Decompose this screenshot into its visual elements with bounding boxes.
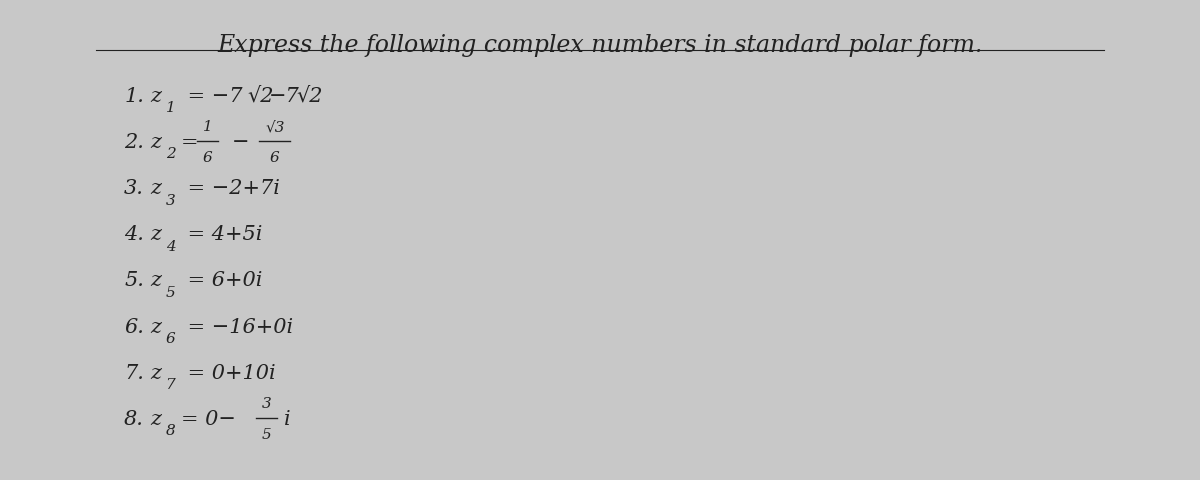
Text: = −2+7i: = −2+7i xyxy=(181,179,280,198)
Text: z: z xyxy=(150,271,161,290)
Text: 2: 2 xyxy=(166,147,175,161)
Text: −7: −7 xyxy=(269,86,300,106)
Text: 1: 1 xyxy=(166,101,175,115)
Text: 6: 6 xyxy=(166,331,175,346)
Text: 6: 6 xyxy=(203,150,212,165)
Text: z: z xyxy=(150,363,161,382)
Text: 5.: 5. xyxy=(124,271,144,290)
Text: 8: 8 xyxy=(166,423,175,438)
Text: 6.: 6. xyxy=(124,317,144,336)
Text: 3.: 3. xyxy=(124,179,144,198)
Text: 1: 1 xyxy=(203,120,212,134)
Text: 1.: 1. xyxy=(124,86,144,106)
Text: = −16+0i: = −16+0i xyxy=(181,317,293,336)
Text: 8.: 8. xyxy=(124,409,144,428)
Text: 3: 3 xyxy=(166,193,175,207)
Text: √3: √3 xyxy=(265,120,284,134)
Text: z: z xyxy=(150,132,161,152)
Text: z: z xyxy=(150,179,161,198)
Text: = 0−: = 0− xyxy=(181,409,236,428)
Text: z: z xyxy=(150,409,161,428)
Text: √2: √2 xyxy=(296,86,323,106)
Text: z: z xyxy=(150,86,161,106)
Text: 4: 4 xyxy=(166,239,175,253)
Text: z: z xyxy=(150,317,161,336)
Text: =: = xyxy=(181,132,199,152)
Text: = 4+5i: = 4+5i xyxy=(181,225,263,244)
Text: = 0+10i: = 0+10i xyxy=(181,363,276,382)
Text: 6: 6 xyxy=(270,150,280,165)
Text: = −7: = −7 xyxy=(181,86,242,106)
Text: i: i xyxy=(284,409,292,428)
Text: √2: √2 xyxy=(247,86,274,106)
Text: 7.: 7. xyxy=(124,363,144,382)
Text: 2.: 2. xyxy=(124,132,144,152)
Text: 7: 7 xyxy=(166,377,175,392)
Text: = 6+0i: = 6+0i xyxy=(181,271,263,290)
Text: 3: 3 xyxy=(262,396,271,410)
Text: 5: 5 xyxy=(262,427,271,441)
Text: Express the following complex numbers in standard polar form.: Express the following complex numbers in… xyxy=(217,34,983,57)
Text: 5: 5 xyxy=(166,285,175,300)
Text: z: z xyxy=(150,225,161,244)
Text: 4.: 4. xyxy=(124,225,144,244)
Text: −: − xyxy=(232,132,250,152)
